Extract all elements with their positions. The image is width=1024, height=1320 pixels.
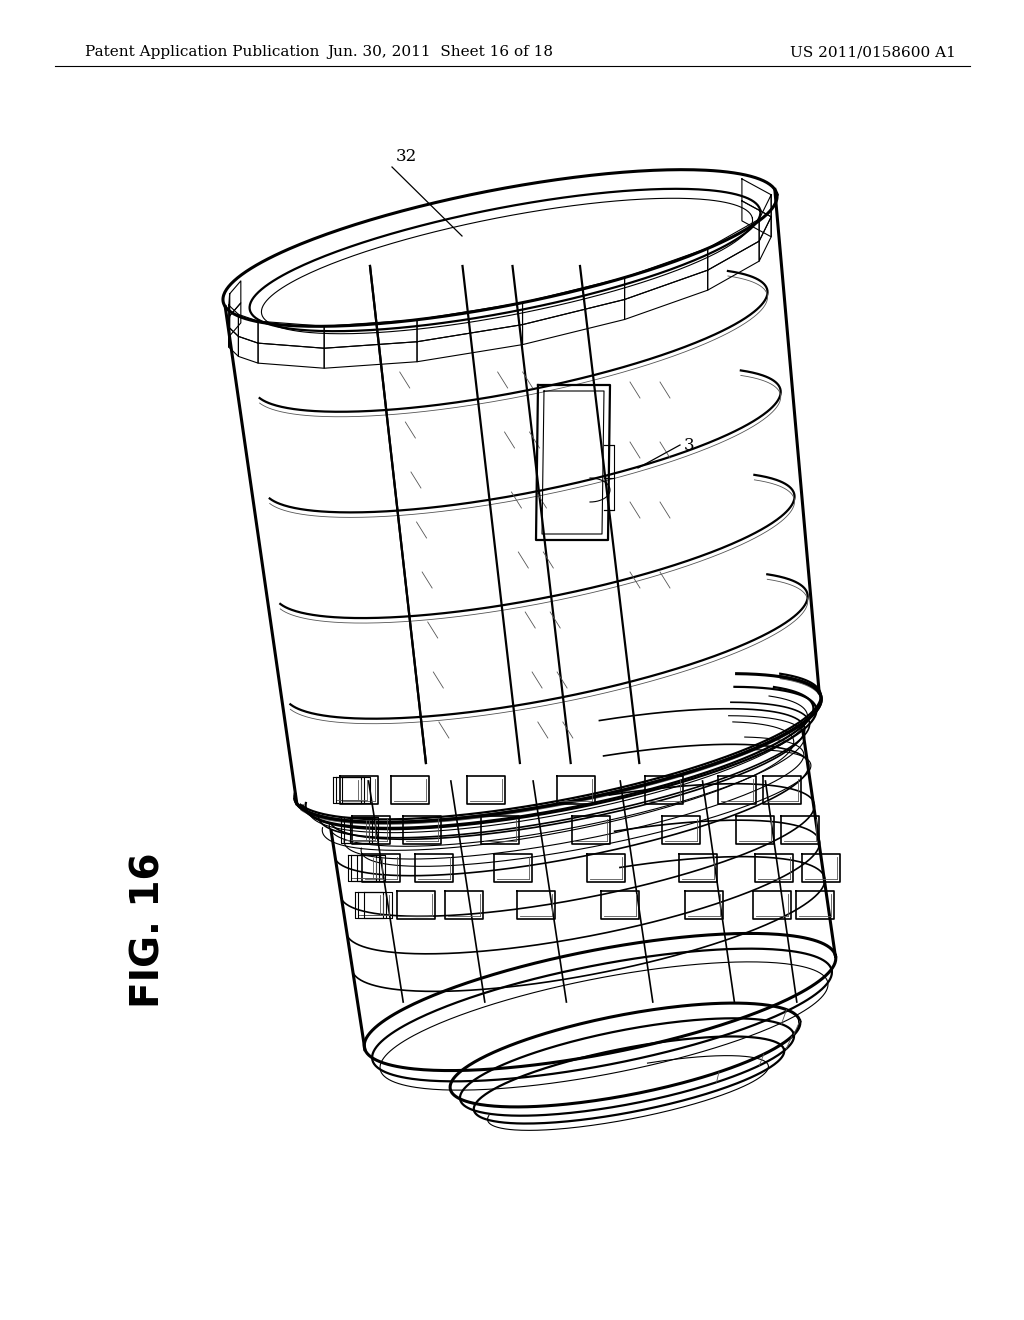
- Text: 32: 32: [396, 148, 417, 165]
- Text: FIG. 16: FIG. 16: [129, 853, 167, 1007]
- Text: Jun. 30, 2011  Sheet 16 of 18: Jun. 30, 2011 Sheet 16 of 18: [327, 45, 553, 59]
- Text: US 2011/0158600 A1: US 2011/0158600 A1: [790, 45, 955, 59]
- Text: Patent Application Publication: Patent Application Publication: [85, 45, 319, 59]
- Text: 3: 3: [684, 437, 694, 454]
